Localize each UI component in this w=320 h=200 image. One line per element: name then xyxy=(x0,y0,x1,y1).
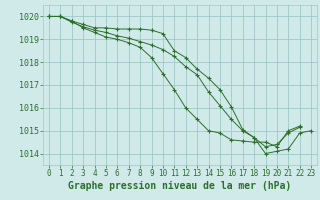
X-axis label: Graphe pression niveau de la mer (hPa): Graphe pression niveau de la mer (hPa) xyxy=(68,181,292,191)
